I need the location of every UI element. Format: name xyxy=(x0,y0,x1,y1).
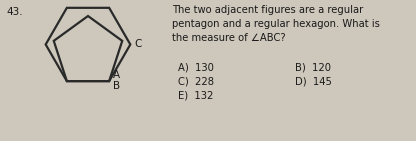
Text: A: A xyxy=(113,70,120,80)
Text: E)  132: E) 132 xyxy=(178,90,213,100)
Text: A)  130: A) 130 xyxy=(178,62,214,72)
Text: D)  145: D) 145 xyxy=(295,76,332,86)
Text: B)  120: B) 120 xyxy=(295,62,331,72)
Text: C: C xyxy=(134,39,142,49)
Text: C)  228: C) 228 xyxy=(178,76,214,86)
Text: 43.: 43. xyxy=(6,7,22,17)
Text: B: B xyxy=(113,81,120,91)
Text: The two adjacent figures are a regular
pentagon and a regular hexagon. What is
t: The two adjacent figures are a regular p… xyxy=(172,5,380,43)
